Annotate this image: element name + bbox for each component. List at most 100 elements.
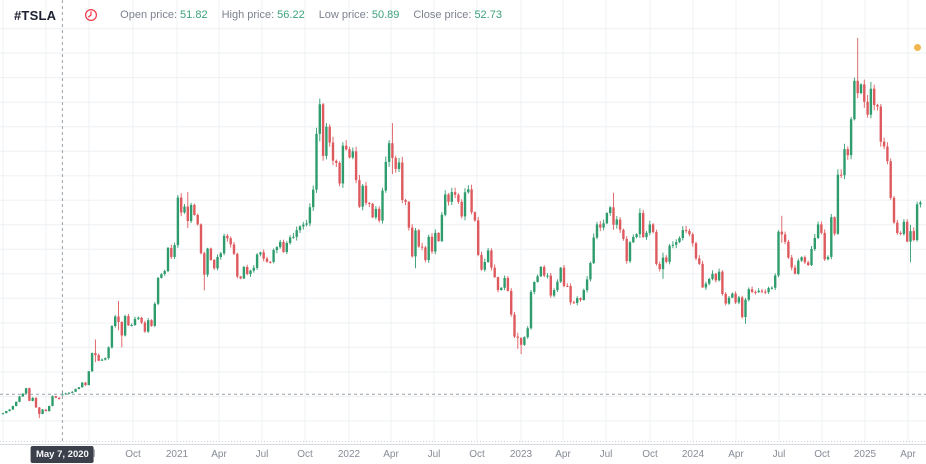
yellow-marker-dot[interactable] — [914, 44, 921, 51]
candle[interactable] — [110, 325, 114, 349]
candle[interactable] — [417, 228, 420, 248]
candle[interactable] — [48, 405, 51, 412]
candle[interactable] — [298, 225, 302, 233]
candle[interactable] — [863, 79, 866, 108]
candle[interactable] — [744, 297, 747, 324]
candle[interactable] — [605, 212, 609, 225]
candle[interactable] — [694, 241, 698, 261]
candle[interactable] — [57, 397, 61, 400]
candle[interactable] — [54, 395, 57, 399]
candle[interactable] — [463, 188, 467, 221]
symbol-title[interactable]: #TSLA — [14, 7, 57, 23]
candle[interactable] — [625, 236, 628, 264]
candle[interactable] — [807, 260, 810, 266]
candle[interactable] — [823, 229, 826, 261]
candle[interactable] — [543, 265, 546, 278]
candle[interactable] — [513, 312, 516, 338]
candle[interactable] — [44, 409, 48, 412]
candle[interactable] — [226, 234, 229, 242]
candle[interactable] — [397, 157, 401, 172]
candle[interactable] — [351, 147, 354, 160]
candle[interactable] — [638, 208, 642, 238]
candle[interactable] — [123, 314, 127, 337]
candle[interactable] — [569, 283, 572, 305]
candle[interactable] — [635, 233, 638, 239]
candle[interactable] — [28, 387, 31, 402]
candle[interactable] — [189, 202, 193, 224]
candle[interactable] — [833, 216, 836, 236]
candle[interactable] — [777, 230, 780, 278]
candle[interactable] — [510, 288, 513, 317]
candle[interactable] — [259, 251, 262, 257]
candle[interactable] — [559, 267, 562, 284]
candle[interactable] — [252, 265, 255, 273]
candle[interactable] — [483, 258, 486, 272]
candle[interactable] — [764, 289, 767, 295]
candle[interactable] — [546, 273, 549, 279]
candle[interactable] — [741, 295, 744, 319]
candle[interactable] — [572, 300, 576, 304]
candle[interactable] — [470, 184, 473, 215]
candle[interactable] — [374, 206, 378, 220]
candle[interactable] — [556, 279, 559, 292]
candle[interactable] — [536, 274, 539, 283]
candle[interactable] — [315, 127, 318, 193]
candle[interactable] — [599, 221, 602, 232]
candle[interactable] — [156, 277, 160, 306]
candle[interactable] — [387, 140, 391, 167]
candle[interactable] — [612, 192, 615, 230]
candle[interactable] — [826, 255, 830, 261]
candle[interactable] — [64, 392, 67, 395]
candle[interactable] — [325, 123, 328, 160]
candle[interactable] — [770, 286, 774, 290]
candle[interactable] — [688, 228, 691, 237]
candle[interactable] — [18, 395, 21, 403]
candle[interactable] — [886, 142, 889, 165]
candle[interactable] — [816, 221, 820, 240]
candle[interactable] — [427, 234, 430, 263]
clock-icon[interactable] — [84, 8, 98, 22]
candle[interactable] — [668, 243, 671, 265]
candle[interactable] — [170, 244, 173, 259]
candle[interactable] — [11, 405, 15, 410]
candle[interactable] — [906, 219, 909, 243]
candle[interactable] — [879, 104, 882, 147]
candle[interactable] — [130, 323, 133, 327]
candle[interactable] — [912, 227, 915, 242]
candle[interactable] — [671, 241, 675, 249]
candle[interactable] — [665, 255, 668, 264]
candle[interactable] — [810, 246, 813, 266]
candle[interactable] — [401, 156, 404, 204]
candles-group[interactable] — [1, 38, 922, 419]
candle[interactable] — [493, 264, 496, 279]
candle[interactable] — [724, 292, 727, 306]
candle[interactable] — [21, 393, 24, 397]
candle[interactable] — [137, 316, 140, 320]
candle[interactable] — [394, 155, 397, 173]
candle[interactable] — [153, 302, 156, 328]
candle[interactable] — [500, 287, 503, 291]
candle[interactable] — [780, 215, 783, 243]
candle[interactable] — [714, 273, 717, 283]
candle[interactable] — [424, 245, 427, 263]
candle[interactable] — [645, 231, 648, 240]
candle[interactable] — [661, 252, 665, 279]
candle[interactable] — [846, 146, 849, 160]
candle[interactable] — [41, 409, 44, 415]
candle[interactable] — [533, 281, 536, 295]
candle[interactable] — [754, 290, 757, 295]
candle[interactable] — [919, 200, 922, 208]
candle[interactable] — [602, 219, 605, 231]
candle[interactable] — [15, 401, 18, 407]
candle[interactable] — [460, 199, 463, 219]
candle[interactable] — [889, 158, 892, 200]
candle[interactable] — [595, 221, 599, 240]
candle[interactable] — [869, 81, 873, 119]
candle[interactable] — [437, 232, 440, 242]
candle[interactable] — [849, 117, 853, 160]
candle[interactable] — [411, 224, 414, 258]
candle[interactable] — [882, 137, 886, 150]
candle[interactable] — [143, 320, 147, 333]
candle[interactable] — [681, 226, 684, 241]
candle[interactable] — [308, 203, 312, 227]
